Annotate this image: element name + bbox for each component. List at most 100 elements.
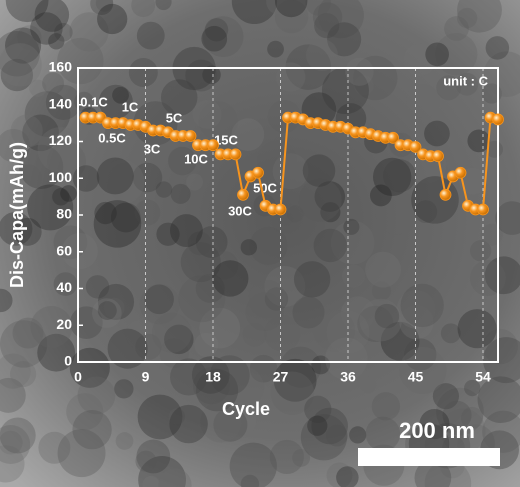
particle xyxy=(45,84,82,120)
data-point xyxy=(237,188,249,201)
particle xyxy=(382,159,417,193)
data-point xyxy=(439,188,452,201)
particle xyxy=(280,346,322,388)
particle xyxy=(52,188,70,206)
particle xyxy=(38,431,71,464)
particle xyxy=(330,220,375,265)
particle xyxy=(30,306,73,348)
particle xyxy=(74,91,94,112)
particle xyxy=(155,181,173,198)
particle xyxy=(106,162,146,202)
particle xyxy=(186,173,204,191)
particle xyxy=(314,181,346,212)
particle xyxy=(48,33,65,50)
particle xyxy=(365,251,401,288)
particle xyxy=(435,32,478,76)
particle xyxy=(264,315,301,352)
particle xyxy=(270,371,315,415)
particle xyxy=(249,226,288,265)
particle xyxy=(0,128,31,163)
particle xyxy=(30,12,63,45)
data-point xyxy=(207,139,219,152)
particle xyxy=(482,410,520,453)
particle xyxy=(484,256,520,295)
particle xyxy=(307,415,328,436)
particle xyxy=(0,377,26,413)
particle xyxy=(340,296,376,331)
particle xyxy=(405,84,440,119)
particle xyxy=(125,319,156,350)
particle xyxy=(0,445,25,483)
particle xyxy=(66,393,104,431)
particle xyxy=(180,242,221,283)
particle xyxy=(354,75,374,96)
particle xyxy=(365,416,401,452)
particle xyxy=(269,439,304,475)
particle xyxy=(187,231,212,256)
particle xyxy=(29,79,47,97)
particle xyxy=(357,305,394,343)
y-tick-label: 100 xyxy=(49,169,73,185)
particle xyxy=(0,288,13,313)
y-tick-label: 80 xyxy=(56,206,72,222)
y-tick-label: 120 xyxy=(49,132,73,148)
particle xyxy=(369,184,392,207)
particle xyxy=(110,202,141,233)
particle xyxy=(192,367,231,405)
particle xyxy=(242,323,267,347)
particle xyxy=(92,298,122,328)
particle xyxy=(69,347,110,388)
particle xyxy=(5,0,49,23)
particle xyxy=(34,0,70,32)
particle xyxy=(343,218,360,235)
particle xyxy=(440,323,461,344)
particle xyxy=(483,337,520,384)
particle xyxy=(229,442,277,487)
particle xyxy=(195,226,228,258)
x-tick-label: 27 xyxy=(273,369,289,385)
particle xyxy=(195,273,225,303)
unit-note: unit : C xyxy=(443,73,488,88)
particle xyxy=(231,0,278,25)
particle xyxy=(202,65,221,85)
particle xyxy=(444,16,469,41)
particle xyxy=(286,205,304,223)
scale-bar xyxy=(358,448,500,466)
particle xyxy=(99,159,145,205)
data-point xyxy=(252,166,264,179)
particle xyxy=(300,414,348,461)
data-point xyxy=(229,148,242,161)
particle xyxy=(481,83,502,104)
y-tick-label: 160 xyxy=(49,59,73,75)
particle xyxy=(341,264,365,288)
data-point xyxy=(454,166,467,179)
particle xyxy=(349,426,367,444)
data-point xyxy=(477,203,489,216)
particle xyxy=(0,43,42,87)
rate-annotation: 50C xyxy=(253,180,277,195)
particle xyxy=(194,332,219,357)
particle xyxy=(136,21,165,50)
data-point xyxy=(409,141,422,153)
particle xyxy=(327,22,362,57)
particle xyxy=(199,307,241,349)
particle xyxy=(151,312,192,353)
particle xyxy=(144,284,174,315)
particle xyxy=(219,402,257,439)
particle xyxy=(209,355,250,396)
particle xyxy=(37,127,84,173)
particle xyxy=(202,16,244,58)
rate-annotation: 10C xyxy=(184,151,208,166)
particle xyxy=(192,99,222,129)
particle xyxy=(69,12,109,52)
y-tick-label: 20 xyxy=(56,316,72,332)
particle xyxy=(317,0,364,39)
particle xyxy=(135,333,162,360)
rate-annotation: 0.1C xyxy=(80,94,108,109)
particle xyxy=(47,141,87,181)
particle xyxy=(158,468,192,487)
particle xyxy=(353,55,398,101)
particle xyxy=(0,58,34,92)
particle xyxy=(96,157,134,195)
